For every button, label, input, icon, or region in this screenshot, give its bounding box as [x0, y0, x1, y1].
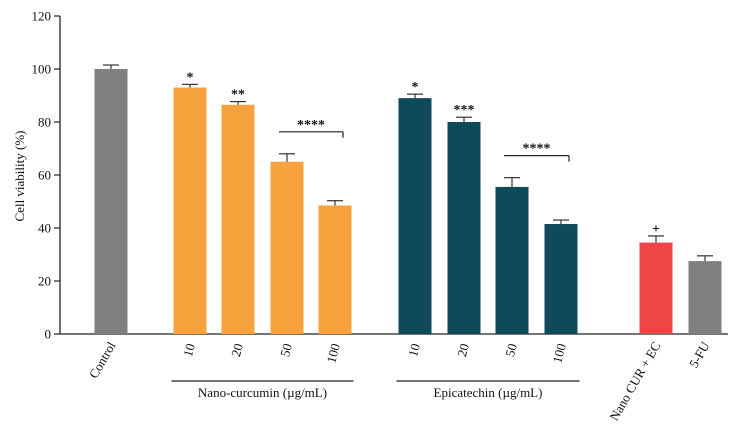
bar — [544, 224, 578, 334]
significance-mark: * — [412, 80, 419, 95]
bar — [173, 87, 207, 334]
bar — [94, 69, 128, 334]
bar — [688, 261, 722, 334]
y-tick-label: 80 — [38, 115, 51, 130]
x-tick-label: Control — [86, 339, 119, 381]
group-label: Nano-curcumin (µg/mL) — [198, 385, 327, 400]
group-label: Epicatechin (µg/mL) — [434, 385, 543, 400]
y-tick-label: 60 — [38, 168, 51, 183]
significance-mark: ** — [231, 88, 245, 103]
plot-area: 0 20 40 60 80 100 120 Control * 10 ** 20 50 100 * 10 ***… — [32, 9, 728, 423]
significance-mark: **** — [297, 118, 325, 133]
x-tick-label: 20 — [454, 342, 472, 358]
significance-mark: **** — [523, 142, 551, 157]
x-tick-label: 10 — [405, 342, 423, 358]
bar — [447, 122, 481, 334]
x-tick-label: 50 — [277, 342, 295, 358]
y-tick-label: 20 — [38, 274, 51, 289]
significance-mark: + — [652, 222, 660, 237]
y-tick-label: 120 — [32, 9, 52, 24]
significance-mark: *** — [454, 103, 475, 118]
x-tick-label: 50 — [502, 342, 520, 358]
y-axis-label: Cell viability (%) — [12, 131, 27, 222]
x-tick-label: Nano CUR + EC — [606, 339, 663, 423]
y-tick-label: 40 — [38, 221, 51, 236]
y-tick-label: 0 — [45, 327, 52, 342]
bar — [398, 98, 432, 335]
bar — [639, 242, 673, 334]
x-tick-label: 10 — [180, 342, 198, 358]
x-tick-label: 5-FU — [686, 338, 713, 370]
bar — [318, 205, 352, 334]
bar — [221, 104, 255, 335]
x-tick-label: 100 — [323, 342, 343, 365]
significance-mark: * — [187, 70, 194, 85]
y-tick-label: 100 — [32, 62, 52, 77]
bar — [270, 161, 304, 334]
x-tick-label: 100 — [549, 342, 569, 365]
x-tick-label: 20 — [228, 342, 246, 358]
bar — [495, 186, 529, 334]
